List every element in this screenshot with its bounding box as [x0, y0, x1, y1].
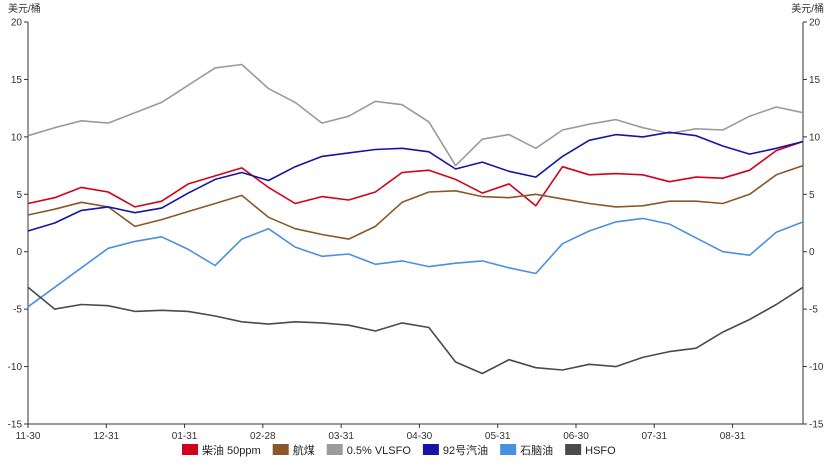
y-tick-label-right: -5 — [809, 305, 818, 316]
x-tick-label: 06-30 — [563, 431, 589, 442]
tick-labels: 美元/桶 美元/桶 20 20 15 15 10 10 5 5 0 0 -5 -5 -10 -10 -15 -15… — [8, 2, 824, 442]
legend-label-2: 0.5% VLSFO — [347, 445, 412, 457]
y-tick-label-left: -5 — [13, 305, 22, 316]
x-tick-label: 05-31 — [485, 431, 511, 442]
legend-swatch-5 — [565, 444, 582, 455]
legend-swatch-4 — [500, 444, 517, 455]
x-tick-label: 01-31 — [172, 431, 198, 442]
series-line-3 — [27, 131, 804, 232]
axes — [24, 21, 807, 428]
y-tick-label-right: 5 — [809, 190, 815, 201]
y-tick-label-left: -15 — [8, 420, 23, 431]
y-tick-label-right: 0 — [809, 247, 815, 258]
y-tick-label-left: 20 — [11, 18, 23, 29]
x-tick-label: 03-31 — [328, 431, 354, 442]
x-tick-label: 07-31 — [641, 431, 667, 442]
x-tick-label: 11-30 — [16, 431, 41, 442]
legend-swatch-0 — [182, 444, 198, 455]
y-tick-label-left: -10 — [8, 362, 23, 373]
x-tick-label: 04-30 — [407, 431, 433, 442]
y-tick-label-right: -10 — [809, 362, 824, 373]
legend-label-0: 柴油 50ppm — [202, 443, 261, 457]
legend-label-1: 航煤 — [293, 443, 315, 457]
y-tick-label-right: 20 — [809, 18, 821, 29]
y-tick-label-right: 10 — [809, 132, 821, 143]
legend-swatch-3 — [422, 444, 439, 455]
x-tick-label: 12-31 — [93, 431, 119, 442]
y-unit-left: 美元/桶 — [8, 2, 41, 15]
legend-label-5: HSFO — [585, 445, 616, 457]
y-tick-label-left: 0 — [16, 247, 22, 258]
x-tick-label: 02-28 — [250, 431, 276, 442]
y-tick-label-right: 15 — [809, 75, 821, 86]
legend-label-3: 92号汽油 — [443, 443, 488, 457]
y-unit-right: 美元/桶 — [791, 2, 824, 15]
series-line-0 — [27, 140, 804, 208]
legend-swatch-2 — [326, 444, 343, 455]
series-line-5 — [27, 286, 804, 375]
series-line-1 — [27, 164, 804, 240]
y-tick-label-left: 5 — [16, 190, 22, 201]
legend: 柴油 50ppm 航煤 0.5% VLSFO 92号汽油 石脑油 HSFO — [182, 443, 616, 457]
y-tick-label-right: -15 — [809, 420, 824, 431]
x-tick-label: 08-31 — [720, 431, 746, 442]
legend-label-4: 石脑油 — [520, 443, 553, 457]
series-line-4 — [27, 217, 804, 308]
y-tick-label-left: 10 — [11, 132, 23, 143]
legend-swatch-1 — [272, 444, 289, 455]
y-tick-label-left: 15 — [11, 75, 23, 86]
series-lines — [27, 63, 804, 375]
